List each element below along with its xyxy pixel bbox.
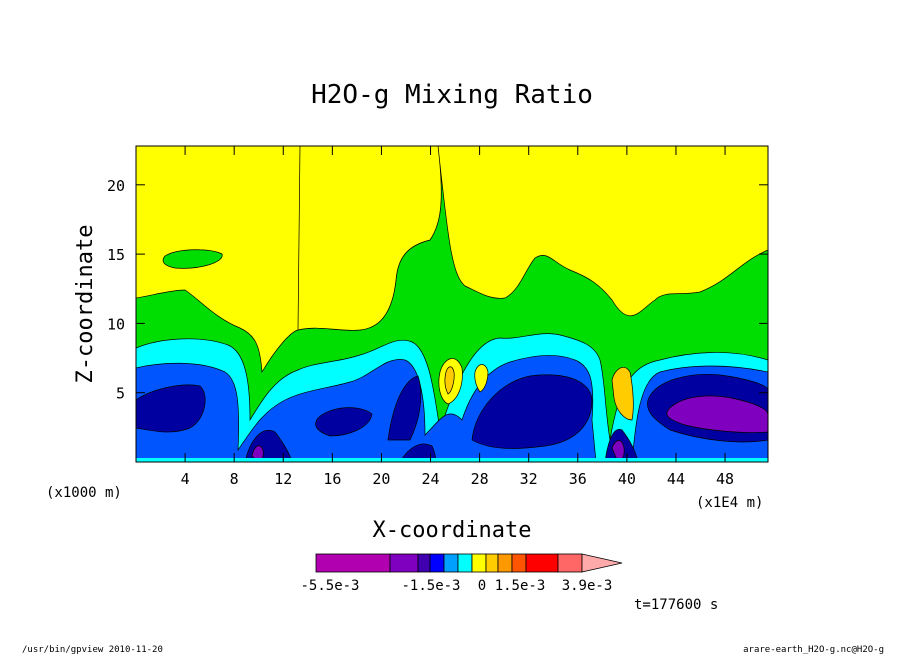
x-axis-label: X-coordinate <box>373 518 532 543</box>
x-tick-label: 28 <box>471 470 489 488</box>
contour-level-navy-24 <box>387 375 422 441</box>
footer-left: /usr/bin/gpview 2010-11-20 <box>22 645 163 654</box>
contour-level-green-island <box>162 249 223 269</box>
contour-level-navy-left <box>136 384 206 433</box>
contour-level-yellow-upper <box>297 146 768 331</box>
colorbar-swatch <box>511 553 527 573</box>
x-tick-label: 16 <box>323 470 341 488</box>
plot-frame <box>135 145 769 463</box>
colorbar-swatch <box>497 553 513 573</box>
colorbar-label: 3.9e-3 <box>562 578 613 594</box>
y-axis-label: Z-coordinate <box>73 225 98 384</box>
chart-title: H2O-g Mixing Ratio <box>311 80 593 110</box>
contour-level-yellow-plume-27 <box>474 364 489 393</box>
x-tick-label: 4 <box>181 470 190 488</box>
colorbar-label: -1.5e-3 <box>401 578 460 594</box>
x-tick-label: 24 <box>421 470 439 488</box>
colorbar-swatch <box>417 553 431 573</box>
colorbar-swatch <box>471 553 487 573</box>
x-tick-label: 20 <box>372 470 390 488</box>
x-tick-label: 48 <box>716 470 734 488</box>
x-tick-label: 36 <box>569 470 587 488</box>
colorbar-label: -5.5e-3 <box>300 578 359 594</box>
y-tick-label: 10 <box>107 315 125 333</box>
colorbar-swatch <box>429 553 445 573</box>
colorbar-swatch <box>485 553 499 573</box>
colorbar-swatch <box>443 553 459 573</box>
x-tick-label: 44 <box>667 470 685 488</box>
colorbar-arrow <box>581 553 623 573</box>
contour-level-purple <box>666 395 768 433</box>
colorbar-label: 0 <box>478 578 486 594</box>
colorbar-swatch <box>457 553 473 573</box>
colorbar-swatch <box>315 553 391 573</box>
colorbar-label: 1.5e-3 <box>495 578 546 594</box>
x-tick-marks: 4 8 12 16 20 24 28 32 36 40 44 48 <box>181 146 734 488</box>
y-tick-label: 5 <box>116 385 125 403</box>
time-label: t=177600 s <box>634 597 718 613</box>
footer-right: arare-earth_H2O-g.nc@H2O-g <box>743 645 884 654</box>
contour-level-orange-plume <box>444 366 455 395</box>
x-tick-label: 32 <box>520 470 538 488</box>
colorbar: -5.5e-3 -1.5e-3 0 1.5e-3 3.9e-3 <box>300 553 623 594</box>
x-tick-label: 12 <box>274 470 292 488</box>
contour-level-navy-32 <box>471 374 593 449</box>
y-tick-label: 15 <box>107 246 125 264</box>
x-tick-label: 8 <box>230 470 239 488</box>
y-tick-marks: 5 10 15 20 <box>107 177 768 403</box>
contour-level-navy-mid <box>315 407 373 437</box>
contour-level-cyan-bottom-strip <box>136 458 768 462</box>
y-tick-label: 20 <box>107 177 125 195</box>
contour-level-orange-plume-40 <box>611 367 634 421</box>
colorbar-swatch <box>389 553 419 573</box>
contour-level-blue <box>136 355 768 462</box>
x-tick-label: 40 <box>618 470 636 488</box>
x-unit-label: (x1E4 m) <box>696 495 763 511</box>
colorbar-swatch <box>525 553 559 573</box>
y-unit-label: (x1000 m) <box>46 485 122 501</box>
colorbar-swatch <box>557 553 583 573</box>
